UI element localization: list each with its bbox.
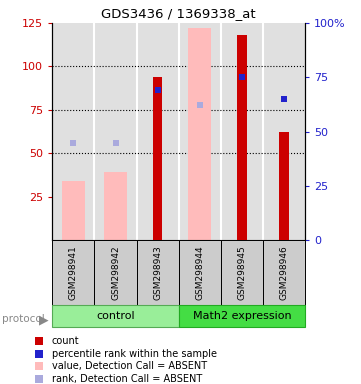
Bar <box>95 23 136 240</box>
Bar <box>153 77 162 240</box>
Text: GSM298943: GSM298943 <box>153 245 162 300</box>
Text: GSM298945: GSM298945 <box>238 245 246 300</box>
Bar <box>279 132 289 240</box>
Text: count: count <box>52 336 79 346</box>
Bar <box>179 23 221 240</box>
Text: GSM298944: GSM298944 <box>195 245 204 300</box>
Bar <box>263 23 305 240</box>
Text: Math2 expression: Math2 expression <box>192 311 291 321</box>
Text: ▶: ▶ <box>39 313 49 326</box>
Bar <box>52 305 179 327</box>
Text: GSM298941: GSM298941 <box>69 245 78 300</box>
Bar <box>62 181 85 240</box>
Text: control: control <box>96 311 135 321</box>
Bar <box>263 240 305 305</box>
Bar <box>179 240 221 305</box>
Bar <box>52 23 95 240</box>
Bar <box>188 28 211 240</box>
Text: GSM298946: GSM298946 <box>279 245 288 300</box>
Text: rank, Detection Call = ABSENT: rank, Detection Call = ABSENT <box>52 374 202 384</box>
Bar <box>95 240 136 305</box>
Bar <box>136 23 179 240</box>
Text: protocol: protocol <box>2 314 44 324</box>
Bar <box>179 305 305 327</box>
Text: value, Detection Call = ABSENT: value, Detection Call = ABSENT <box>52 361 207 371</box>
Bar <box>104 172 127 240</box>
Bar <box>221 240 263 305</box>
Bar <box>52 240 95 305</box>
Text: GSM298942: GSM298942 <box>111 245 120 300</box>
Bar <box>136 240 179 305</box>
Title: GDS3436 / 1369338_at: GDS3436 / 1369338_at <box>101 7 256 20</box>
Bar <box>221 23 263 240</box>
Text: percentile rank within the sample: percentile rank within the sample <box>52 349 217 359</box>
Bar <box>237 35 247 240</box>
